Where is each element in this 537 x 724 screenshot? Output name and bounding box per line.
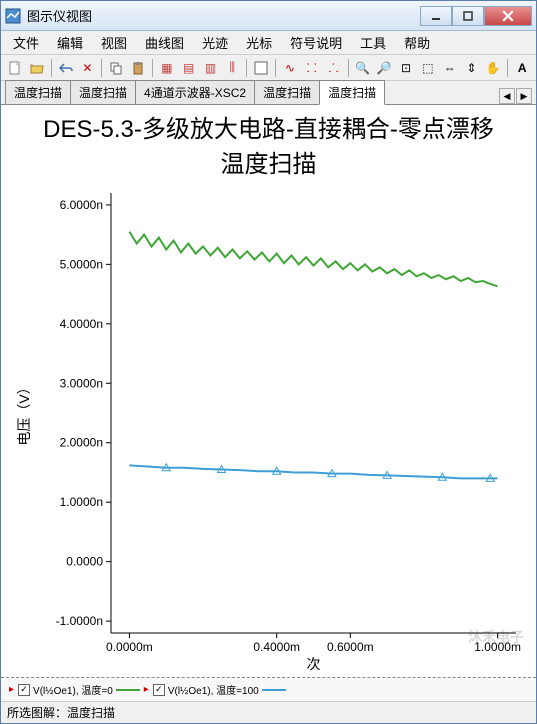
tab-1[interactable]: 温度扫描 — [70, 80, 136, 104]
separator — [101, 59, 102, 77]
toolbar: ✕ ▦ ▤ ▥ ⫼ ∿ ⸬ ⸫ 🔍 🔎 ⊡ ⬚ ⇔ ⇕ ✋ A — [1, 55, 536, 81]
legend-marker-icon: ▸ — [144, 684, 149, 695]
tab-scroll-left-icon[interactable]: ◀ — [499, 88, 515, 104]
svg-text:0.0000m: 0.0000m — [106, 640, 153, 654]
tab-3[interactable]: 温度扫描 — [254, 80, 320, 104]
svg-text:3.0000n: 3.0000n — [60, 376, 103, 390]
zoom-in-icon[interactable]: 🔍 — [353, 58, 373, 78]
menu-edit[interactable]: 编辑 — [49, 31, 91, 54]
legend-label-1: V(l½Oe1), 温度=100 — [168, 682, 259, 697]
separator — [51, 59, 52, 77]
legend-swatch-0 — [116, 689, 140, 691]
separator — [348, 59, 349, 77]
minimize-button[interactable] — [420, 6, 452, 26]
zoom-out-icon[interactable]: 🔎 — [374, 58, 394, 78]
zoom-y-icon[interactable]: ⇕ — [462, 58, 482, 78]
legend-check-1[interactable]: ✓ — [153, 684, 165, 696]
svg-text:1.0000n: 1.0000n — [60, 495, 103, 509]
menu-curve[interactable]: 曲线图 — [137, 31, 192, 54]
plot-container[interactable]: -1.0000n 0.0000 1.0000n 2.0000n 3.0000n 4.000… — [11, 183, 526, 677]
svg-text:0.4000m: 0.4000m — [253, 640, 300, 654]
app-icon — [5, 8, 21, 24]
menu-trace[interactable]: 光迹 — [194, 31, 236, 54]
tab-scroll: ◀ ▶ — [499, 88, 532, 104]
marker-tri-icon[interactable]: ⸫ — [324, 58, 344, 78]
tab-4[interactable]: 温度扫描 — [319, 80, 385, 105]
menu-tools[interactable]: 工具 — [352, 31, 394, 54]
undo-icon[interactable] — [56, 58, 76, 78]
status-value: 温度扫描 — [67, 704, 115, 721]
separator — [507, 59, 508, 77]
legend-marker-icon: ▸ — [9, 684, 14, 695]
separator — [246, 59, 247, 77]
chart-title-line2: 温度扫描 — [1, 144, 536, 179]
window-controls — [420, 6, 532, 26]
color-icon[interactable] — [251, 58, 271, 78]
marker-square-icon[interactable]: ⸬ — [302, 58, 322, 78]
chart-area: DES-5.3-多级放大电路-直接耦合-零点漂移 温度扫描 -1.0000n0.… — [1, 105, 536, 677]
legend-check-0[interactable]: ✓ — [18, 684, 30, 696]
legend-swatch-1 — [262, 689, 286, 691]
menu-file[interactable]: 文件 — [5, 31, 47, 54]
svg-text:0.0000: 0.0000 — [66, 555, 103, 569]
menu-help[interactable]: 帮助 — [396, 31, 438, 54]
svg-text:4.0000n: 4.0000n — [60, 317, 103, 331]
tab-0[interactable]: 温度扫描 — [5, 80, 71, 104]
svg-text:电压（V）: 电压（V） — [16, 380, 32, 445]
copy-icon[interactable] — [106, 58, 126, 78]
border-icon[interactable]: ▥ — [201, 58, 221, 78]
open-icon[interactable] — [27, 58, 47, 78]
paste-icon[interactable] — [128, 58, 148, 78]
menu-view[interactable]: 视图 — [93, 31, 135, 54]
titlebar[interactable]: 图示仪视图 — [1, 1, 536, 31]
svg-text:2.0000n: 2.0000n — [60, 436, 103, 450]
separator — [275, 59, 276, 77]
trace-red-icon[interactable]: ∿ — [280, 58, 300, 78]
legend-icon[interactable]: ▤ — [179, 58, 199, 78]
zoom-region-icon[interactable]: ⬚ — [418, 58, 438, 78]
svg-text:-1.0000n: -1.0000n — [56, 614, 103, 628]
window-title: 图示仪视图 — [27, 6, 420, 25]
chart-title-line1: DES-5.3-多级放大电路-直接耦合-零点漂移 — [1, 109, 536, 144]
legend-bar: ▸ ✓ V(l½Oe1), 温度=0 ▸ ✓ V(l½Oe1), 温度=100 — [1, 677, 536, 701]
grid-icon[interactable]: ▦ — [157, 58, 177, 78]
zoom-fit-icon[interactable]: ⊡ — [396, 58, 416, 78]
tab-scroll-right-icon[interactable]: ▶ — [516, 88, 532, 104]
legend-item-0[interactable]: ▸ ✓ V(l½Oe1), 温度=0 — [9, 682, 140, 697]
watermark: 沐禾电子 — [468, 627, 524, 647]
status-label: 所选图解： — [7, 704, 67, 721]
maximize-button[interactable] — [452, 6, 484, 26]
pan-icon[interactable]: ✋ — [483, 58, 503, 78]
menu-symbol[interactable]: 符号说明 — [282, 31, 350, 54]
chart-title: DES-5.3-多级放大电路-直接耦合-零点漂移 温度扫描 — [1, 105, 536, 179]
svg-text:6.0000n: 6.0000n — [60, 198, 103, 212]
svg-text:次: 次 — [307, 656, 321, 672]
cursor-icon[interactable]: ⫼ — [222, 58, 242, 78]
close-button[interactable] — [484, 6, 532, 26]
statusbar: 所选图解： 温度扫描 — [1, 701, 536, 723]
menu-cursor[interactable]: 光标 — [238, 31, 280, 54]
legend-item-1[interactable]: ▸ ✓ V(l½Oe1), 温度=100 — [144, 682, 286, 697]
separator — [152, 59, 153, 77]
svg-text:5.0000n: 5.0000n — [60, 257, 103, 271]
text-icon[interactable]: A — [512, 58, 532, 78]
new-icon[interactable] — [5, 58, 25, 78]
main-window: 图示仪视图 文件 编辑 视图 曲线图 光迹 光标 符号说明 工具 帮助 ✕ ▦ … — [0, 0, 537, 724]
legend-label-0: V(l½Oe1), 温度=0 — [33, 682, 113, 697]
menubar: 文件 编辑 视图 曲线图 光迹 光标 符号说明 工具 帮助 — [1, 31, 536, 55]
delete-icon[interactable]: ✕ — [77, 58, 97, 78]
tab-2[interactable]: 4通道示波器-XSC2 — [135, 80, 255, 104]
zoom-x-icon[interactable]: ⇔ — [440, 58, 460, 78]
tabbar: 温度扫描 温度扫描 4通道示波器-XSC2 温度扫描 温度扫描 ◀ ▶ — [1, 81, 536, 105]
svg-text:0.6000m: 0.6000m — [327, 640, 374, 654]
plot-svg[interactable]: -1.0000n 0.0000 1.0000n 2.0000n 3.0000n 4.000… — [11, 183, 526, 677]
